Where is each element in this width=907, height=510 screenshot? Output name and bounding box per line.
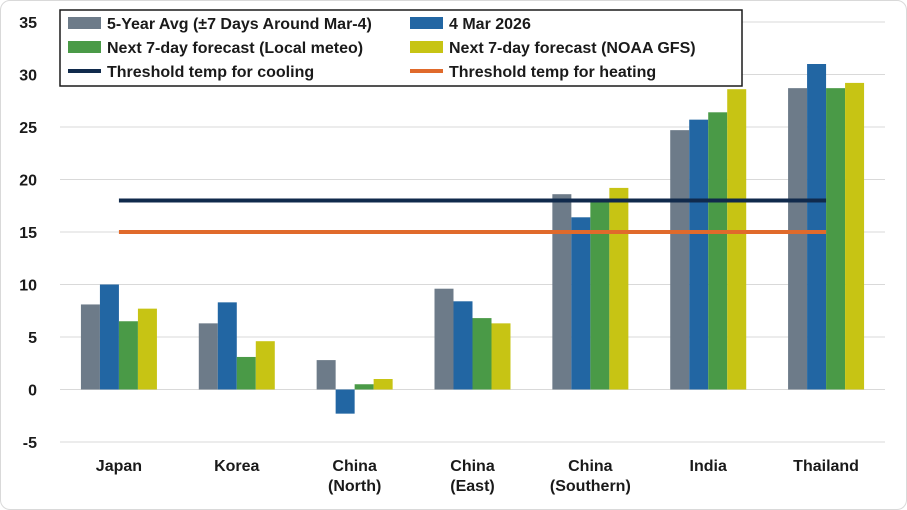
bar-series4-cat7 — [845, 82, 865, 390]
bar-series1-cat4 — [434, 288, 454, 390]
x-tick-label-7: Thailand — [793, 458, 859, 475]
bar-series3-cat5 — [590, 201, 610, 390]
y-tick-label--5: -5 — [23, 435, 37, 452]
bar-series3-cat2 — [236, 356, 256, 390]
bar-series4-cat1 — [137, 308, 157, 390]
x-tick-label-3: China (North) — [328, 458, 381, 495]
bar-series4-cat6 — [727, 89, 747, 390]
y-tick-label-5: 5 — [28, 330, 37, 347]
x-tick-label-7-line-1: Thailand — [793, 458, 859, 475]
x-tick-label-3-line-2: (North) — [328, 478, 381, 495]
y-tick-label-0: 0 — [28, 383, 37, 400]
x-tick-label-4-line-1: China — [450, 458, 495, 475]
bar-series3-cat4 — [472, 318, 492, 390]
legend: 5-Year Avg (±7 Days Around Mar-4) 4 Mar 2… — [59, 9, 743, 87]
legend-swatch-3 — [68, 41, 101, 53]
bar-series2-cat4 — [453, 301, 473, 390]
bar-series4-cat4 — [491, 323, 511, 390]
bar-series3-cat3 — [354, 384, 374, 390]
x-tick-label-2: Korea — [214, 458, 259, 475]
legend-label-6: Threshold temp for heating — [449, 64, 656, 81]
y-tick-label-15: 15 — [19, 225, 37, 242]
legend-box — [59, 9, 743, 87]
legend-swatch-2 — [410, 17, 443, 29]
legend-label-3: Next 7-day forecast (Local meteo) — [107, 40, 363, 57]
y-tick-label-10: 10 — [19, 278, 37, 295]
x-tick-label-5-line-2: (Southern) — [550, 478, 631, 495]
bar-series2-cat6 — [689, 119, 709, 390]
bar-series1-cat5 — [552, 194, 572, 390]
x-tick-label-1: Japan — [96, 458, 142, 475]
bar-series1-cat2 — [198, 323, 218, 390]
x-axis: Japan Korea China (North) China (East) China (S… — [96, 458, 859, 495]
bar-series1-cat1 — [80, 304, 100, 390]
x-tick-label-6: India — [690, 458, 727, 475]
x-tick-label-1-line-1: Japan — [96, 458, 142, 475]
bar-series3-cat1 — [118, 321, 138, 390]
x-tick-label-6-line-1: India — [690, 458, 727, 475]
bar-series2-cat5 — [571, 217, 591, 390]
bar-series1-cat7 — [788, 88, 808, 390]
bar-series — [80, 64, 865, 414]
legend-swatch-1 — [68, 17, 101, 29]
legend-label-1: 5-Year Avg (±7 Days Around Mar-4) — [107, 16, 372, 33]
bar-series2-cat3 — [335, 389, 355, 414]
x-tick-label-5-line-1: China — [568, 458, 613, 475]
bar-series1-cat6 — [670, 130, 690, 390]
y-tick-label-25: 25 — [19, 120, 37, 137]
bar-series1-cat3 — [316, 360, 336, 390]
legend-label-5: Threshold temp for cooling — [107, 64, 314, 81]
legend-label-2: 4 Mar 2026 — [449, 16, 531, 33]
bar-series4-cat2 — [255, 341, 275, 390]
y-axis: 35 30 25 20 15 10 5 0 -5 — [19, 15, 37, 452]
bar-series2-cat2 — [217, 302, 237, 390]
x-tick-label-4: China (East) — [450, 458, 495, 495]
bar-series2-cat1 — [99, 284, 119, 390]
threshold-lines — [118, 198, 827, 234]
legend-swatch-4 — [410, 41, 443, 53]
bar-series3-cat7 — [826, 88, 846, 390]
x-tick-label-4-line-2: (East) — [450, 478, 494, 495]
y-tick-label-20: 20 — [19, 173, 37, 190]
x-tick-label-5: China (Southern) — [550, 458, 631, 495]
x-tick-label-2-line-1: Korea — [214, 458, 259, 475]
legend-label-4: Next 7-day forecast (NOAA GFS) — [449, 40, 696, 57]
bar-series2-cat7 — [807, 64, 827, 390]
y-tick-label-30: 30 — [19, 68, 37, 85]
x-tick-label-3-line-1: China — [332, 458, 377, 475]
y-tick-label-35: 35 — [19, 15, 37, 32]
bar-series4-cat3 — [373, 379, 393, 390]
bar-series3-cat6 — [708, 112, 728, 390]
bar-series4-cat5 — [609, 187, 629, 390]
